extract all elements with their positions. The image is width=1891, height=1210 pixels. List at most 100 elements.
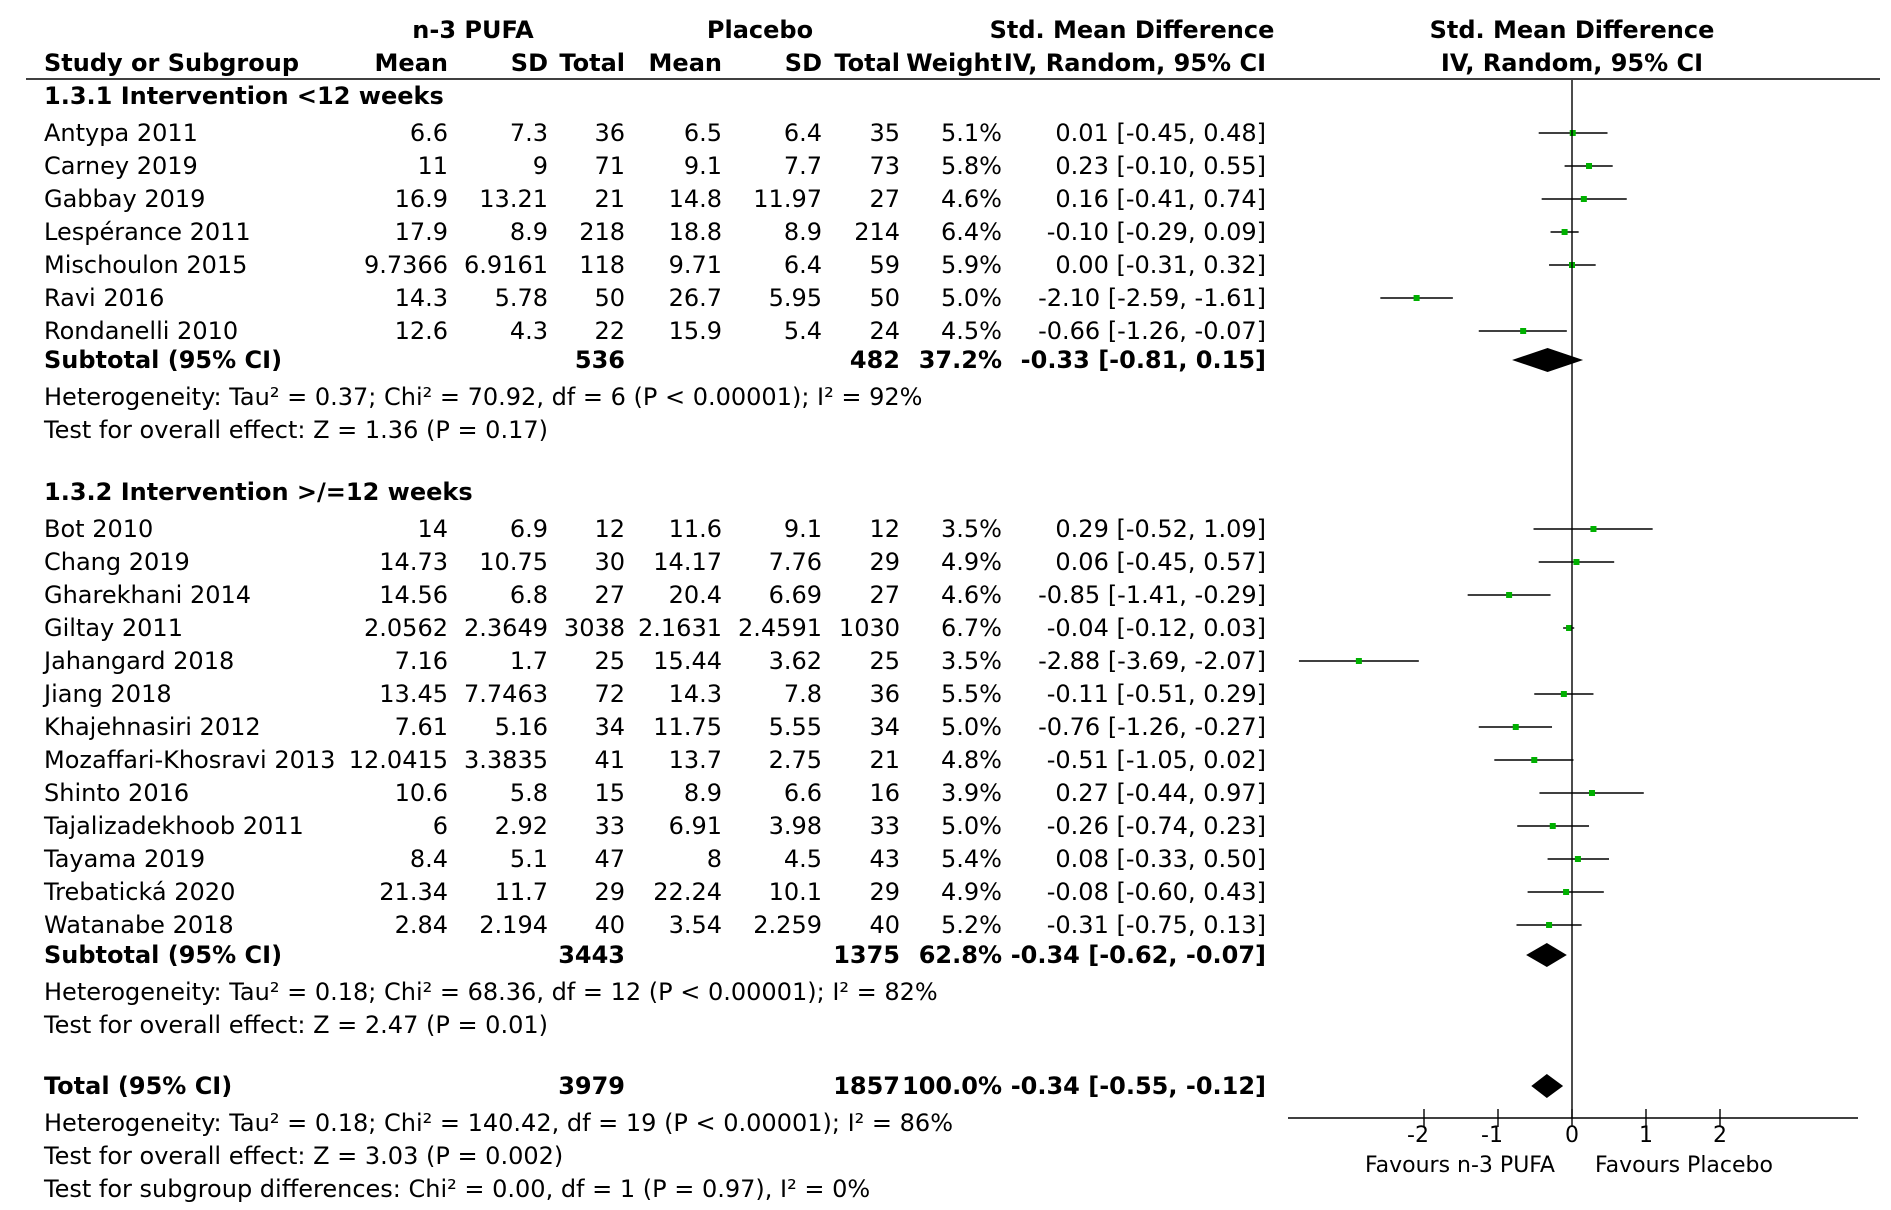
study-ci: -0.66 [-1.26, -0.07]	[1038, 317, 1266, 345]
study-sd1: 5.16	[494, 713, 548, 741]
study-n1: 3038	[563, 614, 625, 642]
study-mean1: 9.7366	[364, 251, 448, 279]
subtotal-n1: 3443	[558, 941, 625, 969]
study-sd2: 6.6	[783, 779, 822, 807]
study-ci: -0.04 [-0.12, 0.03]	[1046, 614, 1266, 642]
study-mean1: 10.6	[394, 779, 448, 807]
subtotal-label: Subtotal (95% CI)	[44, 941, 283, 969]
total2-column-header: Total	[834, 49, 900, 77]
study-n2: 21	[869, 746, 900, 774]
x-axis-tick-label: 1	[1639, 1123, 1653, 1148]
study-mean2: 9.1	[683, 152, 722, 180]
total-weight: 100.0%	[902, 1072, 1002, 1100]
study-name: Gharekhani 2014	[44, 581, 252, 609]
study-mean2: 11.6	[668, 515, 722, 543]
study-point-estimate	[1546, 922, 1553, 928]
smd-header: Std. Mean Difference	[989, 16, 1275, 44]
study-ci: -0.76 [-1.26, -0.27]	[1038, 713, 1266, 741]
study-mean1: 11	[417, 152, 448, 180]
study-weight: 5.5%	[941, 680, 1002, 708]
subgroup-title: 1.3.1 Intervention <12 weeks	[44, 82, 444, 110]
pooled-diamond	[1531, 1074, 1564, 1098]
study-sd1: 9	[532, 152, 548, 180]
study-point-estimate	[1520, 328, 1527, 334]
study-n2: 25	[869, 647, 900, 675]
study-mean2: 26.7	[668, 284, 722, 312]
study-sd2: 8.9	[783, 218, 822, 246]
study-n1: 29	[594, 878, 625, 906]
x-axis-tick-label: 2	[1713, 1123, 1727, 1148]
study-ci: -0.31 [-0.75, 0.13]	[1046, 911, 1266, 939]
study-ci: 0.08 [-0.33, 0.50]	[1055, 845, 1266, 873]
study-n1: 71	[594, 152, 625, 180]
subtotal-n1: 536	[574, 346, 625, 374]
study-weight: 4.9%	[941, 548, 1002, 576]
study-mean2: 3.54	[668, 911, 722, 939]
study-mean1: 12.0415	[348, 746, 448, 774]
study-sd1: 2.3649	[464, 614, 548, 642]
subgroup-heterogeneity: Heterogeneity: Tau² = 0.18; Chi² = 68.36…	[44, 978, 938, 1006]
study-weight: 5.0%	[941, 284, 1002, 312]
study-mean1: 14.73	[379, 548, 448, 576]
subtotal-n2: 482	[849, 346, 900, 374]
x-axis-tick-label: 0	[1565, 1123, 1579, 1148]
study-sd2: 10.1	[768, 878, 822, 906]
study-mean2: 18.8	[668, 218, 722, 246]
study-n2: 29	[869, 548, 900, 576]
study-ci: 0.00 [-0.31, 0.32]	[1055, 251, 1266, 279]
sd2-column-header: SD	[784, 49, 822, 77]
study-mean2: 8.9	[683, 779, 722, 807]
study-n2: 35	[869, 119, 900, 147]
study-sd2: 3.98	[768, 812, 822, 840]
study-sd1: 3.3835	[464, 746, 548, 774]
study-sd2: 6.4	[783, 251, 822, 279]
total-n1: 3979	[558, 1072, 625, 1100]
study-weight: 3.5%	[941, 647, 1002, 675]
study-n2: 1030	[838, 614, 900, 642]
study-n1: 30	[594, 548, 625, 576]
study-name: Ravi 2016	[44, 284, 165, 312]
study-mean2: 20.4	[668, 581, 722, 609]
study-name: Tajalizadekhoob 2011	[44, 812, 304, 840]
study-n1: 218	[579, 218, 625, 246]
total-heterogeneity: Heterogeneity: Tau² = 0.18; Chi² = 140.4…	[44, 1109, 953, 1137]
study-mean2: 14.17	[653, 548, 722, 576]
study-ci: -0.11 [-0.51, 0.29]	[1046, 680, 1266, 708]
study-name: Khajehnasiri 2012	[44, 713, 261, 741]
study-mean1: 16.9	[394, 185, 448, 213]
study-point-estimate	[1512, 724, 1519, 730]
study-sd1: 4.3	[509, 317, 548, 345]
study-ci: -0.08 [-0.60, 0.43]	[1046, 878, 1266, 906]
study-ci: -0.51 [-1.05, 0.02]	[1046, 746, 1266, 774]
study-mean1: 6	[432, 812, 448, 840]
study-sd1: 8.9	[509, 218, 548, 246]
study-point-estimate	[1355, 658, 1362, 664]
study-sd2: 2.4591	[738, 614, 822, 642]
study-n2: 24	[869, 317, 900, 345]
study-point-estimate	[1560, 691, 1567, 697]
study-point-estimate	[1563, 889, 1570, 895]
study-name: Lespérance 2011	[44, 218, 251, 246]
study-sd1: 6.8	[509, 581, 548, 609]
study-name: Mozaffari-Khosravi 2013	[44, 746, 336, 774]
study-n1: 36	[594, 119, 625, 147]
study-n1: 41	[594, 746, 625, 774]
study-n2: 59	[869, 251, 900, 279]
study-sd1: 1.7	[509, 647, 548, 675]
pooled-diamond	[1526, 943, 1567, 967]
study-n1: 27	[594, 581, 625, 609]
study-point-estimate	[1506, 592, 1513, 598]
study-mean1: 2.84	[394, 911, 448, 939]
subgroup-title: 1.3.2 Intervention >/=12 weeks	[44, 478, 473, 506]
subtotal-weight: 37.2%	[918, 346, 1002, 374]
study-sd1: 6.9161	[464, 251, 548, 279]
study-n2: 16	[869, 779, 900, 807]
study-ci: 0.06 [-0.45, 0.57]	[1055, 548, 1266, 576]
study-point-estimate	[1549, 823, 1556, 829]
study-name: Jiang 2018	[44, 680, 172, 708]
study-name: Gabbay 2019	[44, 185, 206, 213]
study-n2: 27	[869, 185, 900, 213]
study-name: Watanabe 2018	[44, 911, 234, 939]
study-mean2: 22.24	[653, 878, 722, 906]
